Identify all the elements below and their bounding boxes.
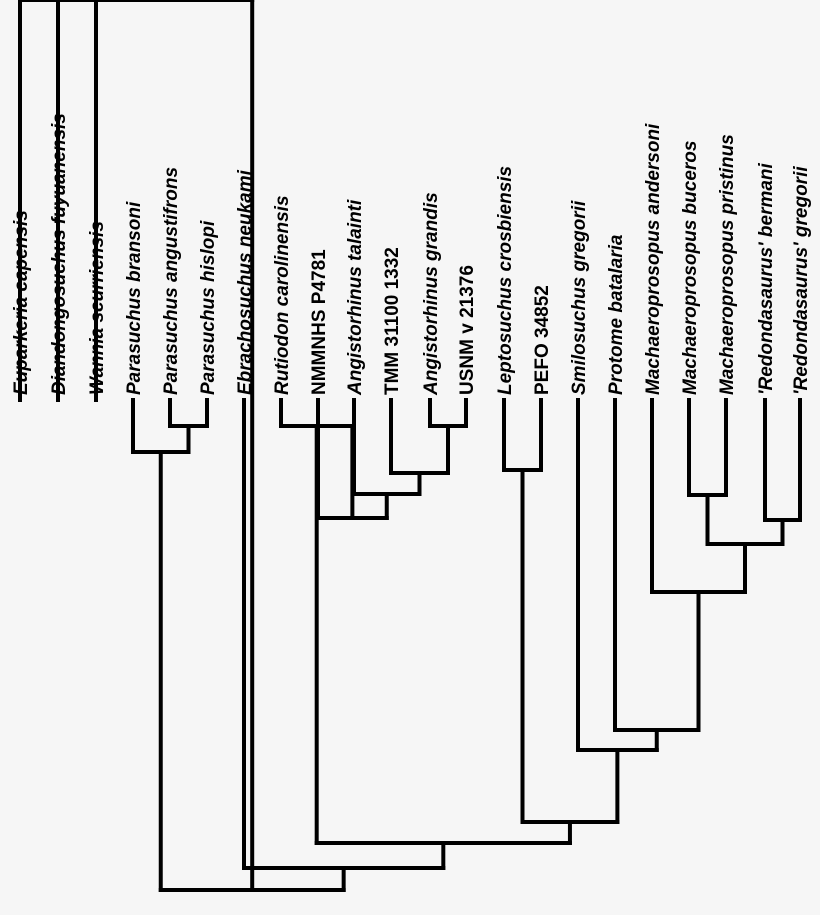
taxon-label: 'Redondasaurus' gregorii: [791, 166, 812, 395]
taxon-label: Rutiodon carolinensis: [272, 195, 293, 395]
taxon-label: Parasuchus bransoni: [124, 201, 145, 395]
taxon-label: TMM 31100 1332: [382, 247, 403, 395]
taxon-label: Machaeroprosopus buceros: [680, 141, 701, 395]
taxon-label: Machaeroprosopus andersoni: [643, 123, 664, 395]
taxon-label: Angistorhinus grandis: [421, 192, 442, 396]
taxon-label: 'Redondasaurus' bermani: [756, 162, 777, 395]
taxon-label: USNM v 21376: [457, 265, 478, 395]
taxon-label: Angistorhinus talainti: [345, 199, 366, 396]
taxon-label: Parasuchus angustifrons: [161, 167, 182, 395]
taxon-label: Protome batalaria: [606, 234, 627, 395]
taxon-label: Smilosuchus gregorii: [569, 200, 590, 395]
taxon-label: Leptosuchus crosbiensis: [495, 166, 516, 395]
taxon-label: Parasuchus hislopi: [198, 220, 219, 395]
taxon-label: PEFO 34852: [532, 285, 553, 395]
taxon-label: NMMNHS P4781: [309, 249, 330, 395]
taxon-label: Machaeroprosopus pristinus: [717, 134, 738, 395]
